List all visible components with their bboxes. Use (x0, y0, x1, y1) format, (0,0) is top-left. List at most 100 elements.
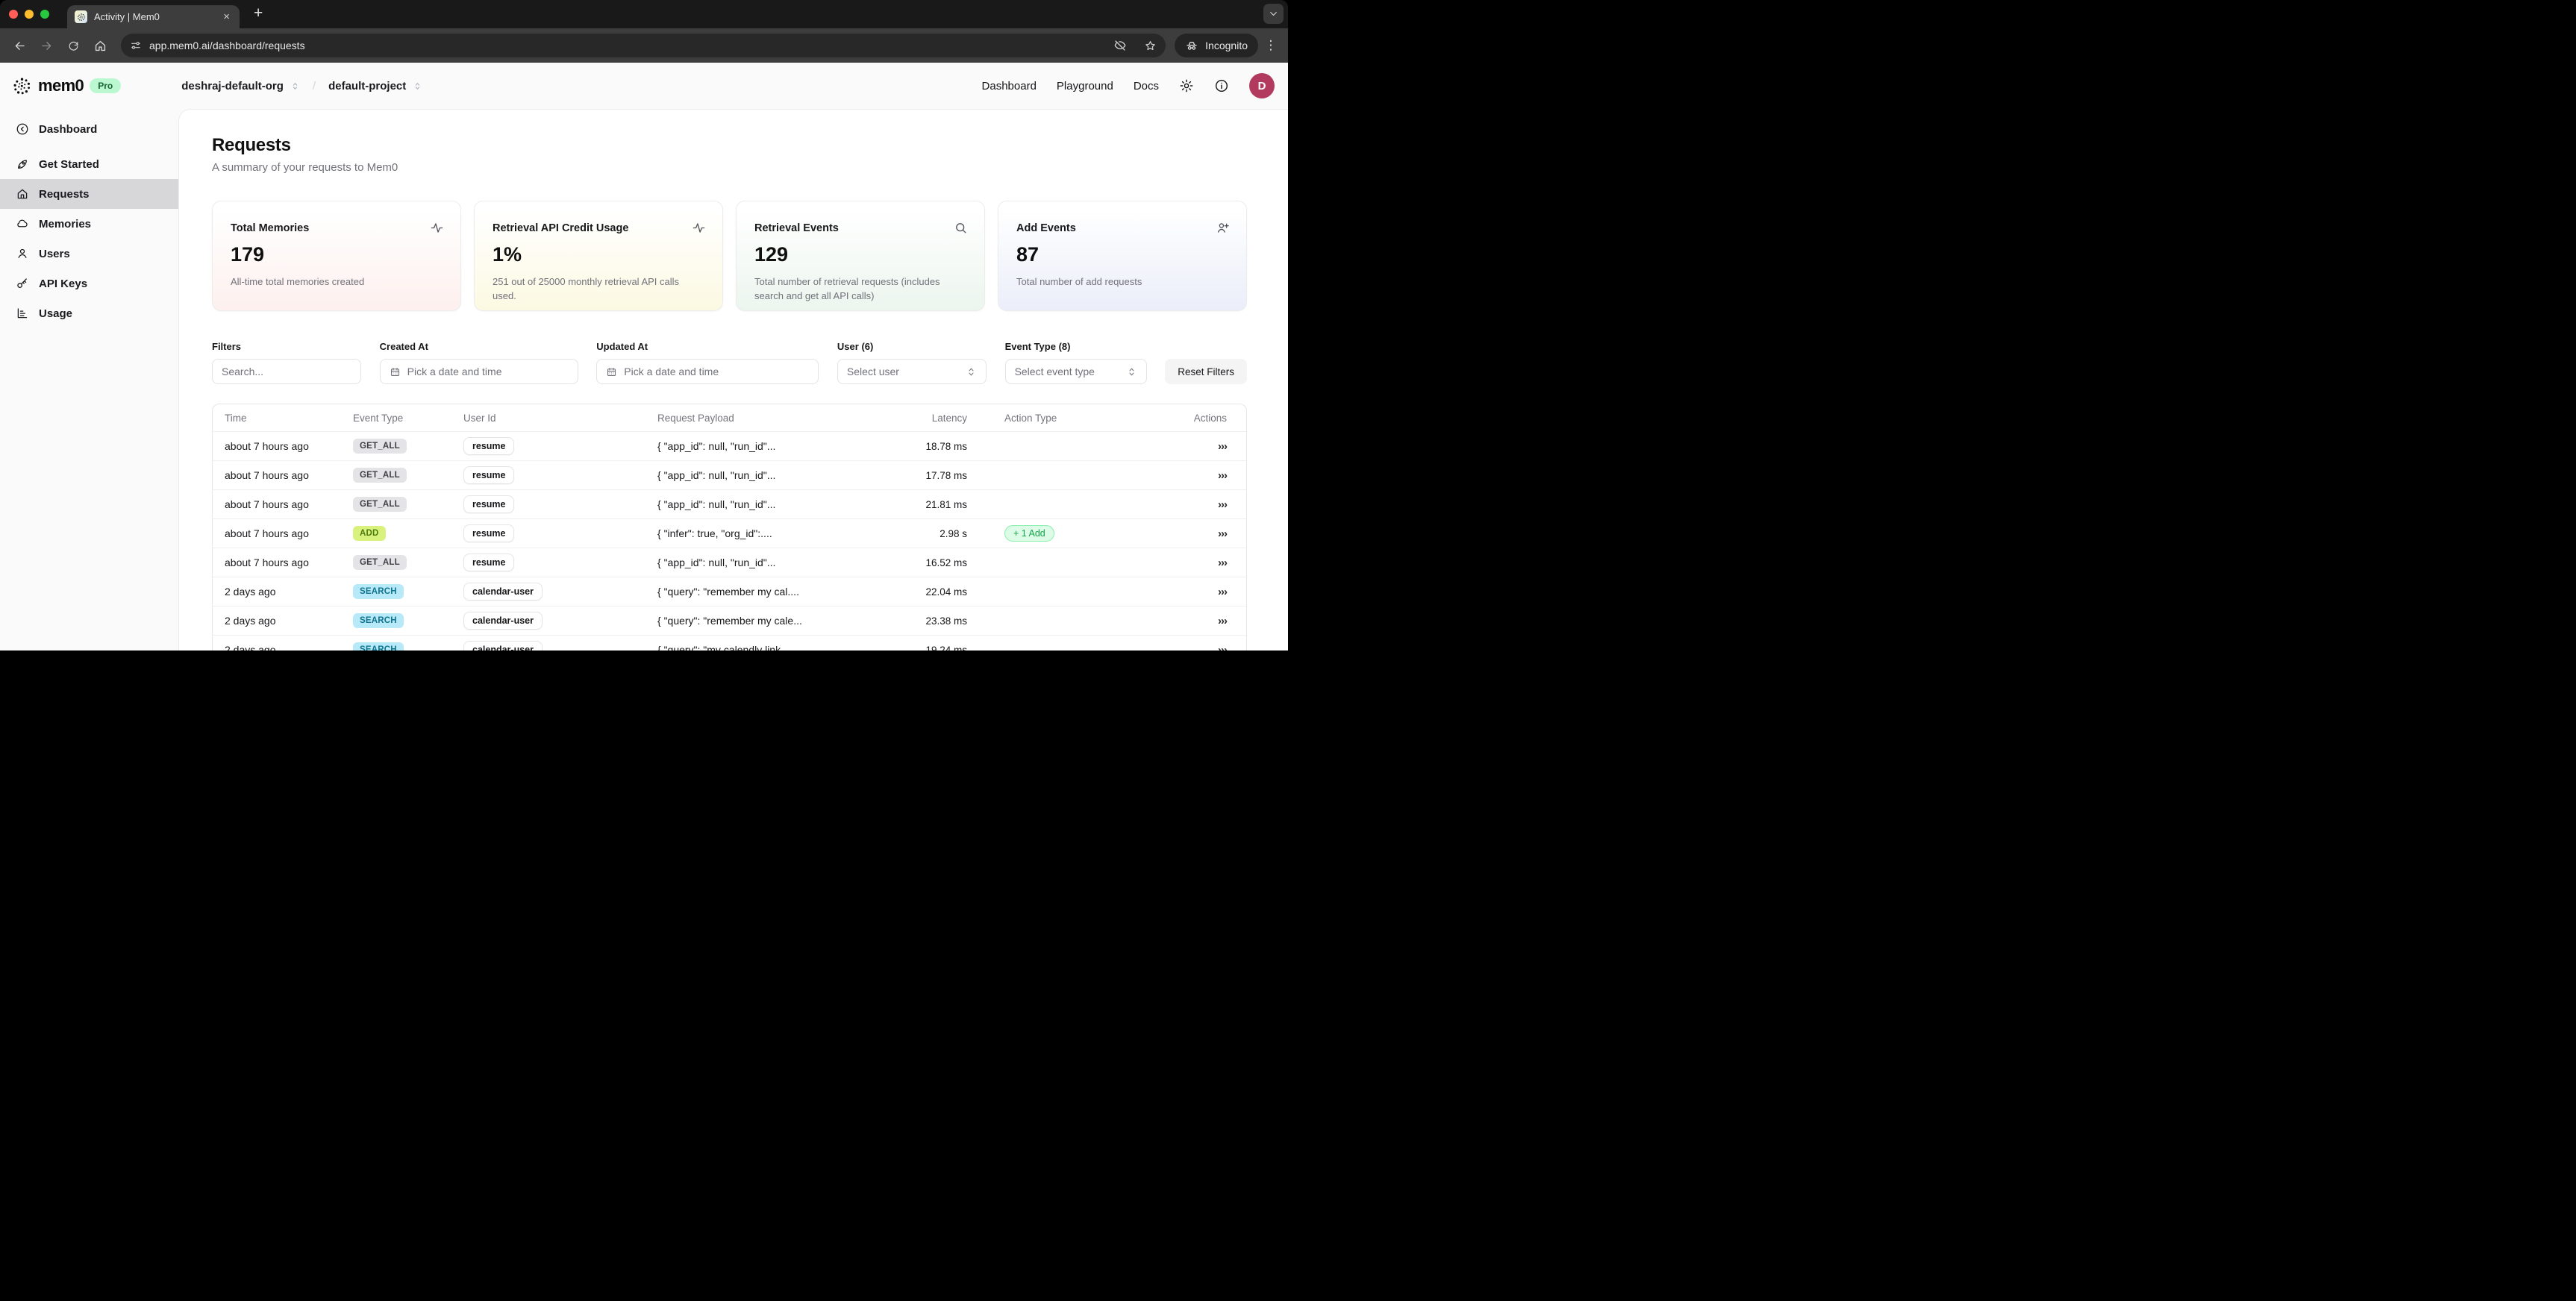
eye-off-icon[interactable] (1109, 34, 1131, 57)
nav-dashboard-link[interactable]: Dashboard (981, 79, 1037, 93)
tab-search-button[interactable] (1263, 4, 1284, 24)
brand[interactable]: mem0 Pro (12, 76, 122, 96)
sidebar-item-requests[interactable]: Requests (0, 179, 178, 209)
close-window-button[interactable] (9, 10, 18, 19)
cell-user-id: resume (463, 524, 657, 542)
reload-icon[interactable] (61, 34, 85, 57)
stat-card-title: Add Events (1016, 222, 1076, 234)
requests-table: Time Event Type User Id Request Payload Late… (212, 404, 1247, 650)
updated-at-input[interactable]: Pick a date and time (596, 359, 819, 384)
row-actions-button[interactable]: ››› (1218, 585, 1228, 598)
search-input[interactable]: Search... (212, 359, 361, 384)
sidebar-item-label: Usage (39, 307, 73, 320)
table-row[interactable]: 2 days ago SEARCH calendar-user { "query": … (213, 635, 1246, 650)
sidebar-item-users[interactable]: Users (0, 239, 178, 269)
cell-user-id: resume (463, 554, 657, 571)
column-header-actions: Actions (1193, 412, 1227, 424)
row-actions-button[interactable]: ››› (1218, 498, 1228, 511)
row-actions-button[interactable]: ››› (1218, 614, 1228, 627)
sidebar-item-api-keys[interactable]: API Keys (0, 269, 178, 298)
settings-gear-icon[interactable] (1179, 78, 1194, 93)
sidebar: Dashboard Get Started Requests Memories User… (0, 109, 178, 650)
user-avatar[interactable]: D (1249, 73, 1275, 98)
sidebar-item-usage[interactable]: Usage (0, 298, 178, 328)
chevrons-updown-icon (966, 366, 977, 377)
updated-at-placeholder: Pick a date and time (624, 366, 719, 377)
nav-playground-link[interactable]: Playground (1056, 79, 1113, 93)
table-row[interactable]: about 7 hours ago GET_ALL resume { "app_id"… (213, 548, 1246, 577)
site-settings-icon[interactable] (130, 40, 142, 51)
created-at-input[interactable]: Pick a date and time (379, 359, 578, 384)
org-selector[interactable]: deshraj-default-org (181, 79, 284, 93)
event-type-filter-group: Event Type (8) Select event type (1004, 341, 1147, 384)
table-row[interactable]: about 7 hours ago GET_ALL resume { "app_id"… (213, 431, 1246, 460)
table-row[interactable]: 2 days ago SEARCH calendar-user { "query": … (213, 606, 1246, 635)
event-type-badge: SEARCH (353, 613, 404, 628)
column-header-latency: Latency (931, 412, 967, 424)
new-tab-button[interactable]: + (254, 4, 263, 22)
forward-icon[interactable] (34, 34, 58, 57)
reset-filters-button[interactable]: Reset Filters (1165, 359, 1247, 384)
row-actions-button[interactable]: ››› (1218, 439, 1228, 453)
project-selector[interactable]: default-project (328, 79, 407, 93)
cell-latency: 19.24 ms (925, 644, 967, 651)
row-actions-button[interactable]: ››› (1218, 527, 1228, 540)
cell-request-payload: { "app_id": null, "run_id"... (657, 557, 776, 568)
sidebar-item-memories[interactable]: Memories (0, 209, 178, 239)
event-type-badge: ADD (353, 526, 386, 541)
cell-latency: 17.78 ms (925, 469, 967, 481)
project-selector-chevrons-icon[interactable] (413, 81, 422, 91)
row-actions-button[interactable]: ››› (1218, 468, 1228, 482)
cell-actions: ››› (1128, 469, 1246, 482)
table-row[interactable]: about 7 hours ago GET_ALL resume { "app_id"… (213, 460, 1246, 489)
action-type-badge: + 1 Add (1004, 525, 1054, 542)
table-row[interactable]: 2 days ago SEARCH calendar-user { "query": … (213, 577, 1246, 606)
address-bar[interactable]: app.mem0.ai/dashboard/requests (121, 34, 1166, 57)
stat-card-description: Total number of retrieval requests (incl… (754, 276, 940, 301)
user-icon (16, 247, 29, 260)
zoom-window-button[interactable] (40, 10, 49, 19)
row-actions-button[interactable]: ››› (1218, 643, 1228, 651)
row-actions-button[interactable]: ››› (1218, 556, 1228, 569)
nav-docs-link[interactable]: Docs (1133, 79, 1159, 93)
bookmark-star-icon[interactable] (1139, 34, 1161, 57)
table-row[interactable]: about 7 hours ago GET_ALL resume { "app_id"… (213, 489, 1246, 518)
event-type-filter-label: Event Type (8) (1004, 341, 1071, 352)
user-id-badge: calendar-user (463, 641, 543, 650)
table-row[interactable]: about 7 hours ago ADD resume { "infer": tru… (213, 518, 1246, 548)
event-type-select[interactable]: Select event type (1004, 359, 1147, 384)
user-id-badge: resume (463, 524, 515, 542)
minimize-window-button[interactable] (25, 10, 34, 19)
user-id-badge: resume (463, 466, 515, 484)
page-title: Requests (212, 135, 291, 155)
tab-close-icon[interactable]: × (223, 10, 230, 23)
search-filter-label: Filters (212, 341, 242, 352)
mem0-logo-icon (12, 76, 32, 96)
org-selector-chevrons-icon[interactable] (290, 81, 300, 91)
browser-menu-icon[interactable]: ⋮ (1264, 38, 1278, 52)
cell-time: about 7 hours ago (225, 498, 309, 510)
cell-actions: ››› (1128, 557, 1246, 569)
cell-request-payload: { "query": "my calendly link... (657, 644, 790, 650)
filters-row: Filters Search... Created At Pick a date… (212, 341, 1247, 384)
back-icon[interactable] (7, 34, 31, 57)
browser-tab[interactable]: Activity | Mem0 × (67, 5, 240, 28)
sidebar-item-label: API Keys (39, 277, 88, 290)
pro-badge: Pro (90, 78, 122, 93)
user-select[interactable]: Select user (837, 359, 987, 384)
stat-card-title: Retrieval Events (754, 222, 839, 234)
url-text[interactable]: app.mem0.ai/dashboard/requests (149, 40, 305, 51)
cell-event-type: GET_ALL (353, 439, 463, 454)
sidebar-item-dashboard[interactable]: Dashboard (0, 114, 178, 144)
cell-event-type: GET_ALL (353, 468, 463, 483)
event-type-badge: SEARCH (353, 584, 404, 599)
stat-card-description: Total number of add requests (1016, 276, 1142, 287)
breadcrumb: deshraj-default-org / default-project (181, 80, 422, 93)
home-icon[interactable] (88, 34, 112, 57)
stat-card-0: Total Memories 179 All-time total memories… (212, 201, 461, 311)
info-icon[interactable] (1214, 78, 1229, 93)
cell-actions: ››› (1128, 498, 1246, 511)
stat-card-2: Retrieval Events 129 Total number of retri… (736, 201, 985, 311)
event-type-select-value: Select event type (1014, 366, 1095, 377)
sidebar-item-get-started[interactable]: Get Started (0, 149, 178, 179)
